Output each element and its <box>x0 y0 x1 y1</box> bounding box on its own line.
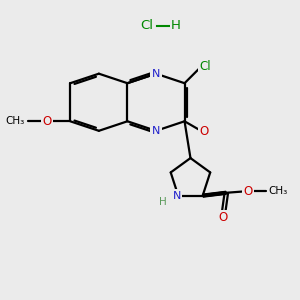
Text: O: O <box>200 125 208 138</box>
Text: O: O <box>200 125 208 138</box>
Text: N: N <box>172 191 181 201</box>
Text: H: H <box>159 197 167 207</box>
Text: N: N <box>152 69 160 79</box>
Text: CH₃: CH₃ <box>268 186 287 196</box>
Text: CH₃: CH₃ <box>5 116 24 126</box>
Text: O: O <box>243 185 253 198</box>
Text: H: H <box>171 20 181 32</box>
Text: Cl: Cl <box>140 20 153 32</box>
Text: O: O <box>219 212 228 224</box>
Text: O: O <box>43 115 52 128</box>
Text: N: N <box>152 126 160 136</box>
Text: Cl: Cl <box>199 60 211 73</box>
